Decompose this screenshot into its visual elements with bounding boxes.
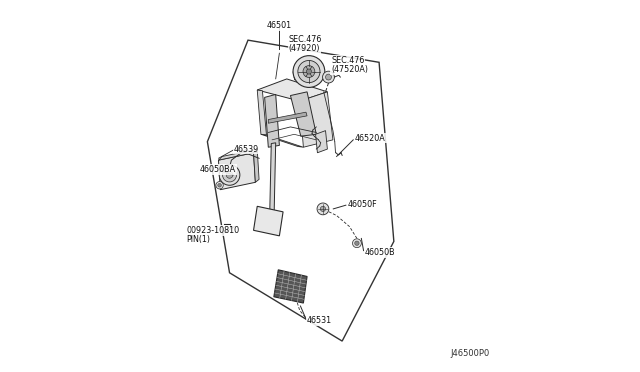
Polygon shape [257,90,266,135]
Circle shape [303,65,315,77]
Text: J46500P0: J46500P0 [451,349,490,358]
Text: (47520A): (47520A) [331,65,368,74]
Polygon shape [316,131,328,153]
Text: 46539: 46539 [233,145,259,154]
Polygon shape [274,270,307,303]
Text: (47920): (47920) [289,44,320,53]
Polygon shape [300,92,333,147]
Polygon shape [269,143,276,227]
Circle shape [220,164,240,185]
Polygon shape [253,206,283,236]
Circle shape [355,241,359,246]
Circle shape [226,171,233,178]
Text: 46050BA: 46050BA [200,165,236,174]
Text: SEC.476: SEC.476 [289,35,322,44]
Circle shape [216,182,223,189]
Polygon shape [253,149,259,182]
Polygon shape [218,149,257,160]
Text: 46531: 46531 [307,316,332,325]
Circle shape [317,203,329,215]
Text: 46501: 46501 [267,21,292,30]
Polygon shape [268,112,307,123]
Circle shape [293,56,324,87]
Circle shape [298,61,320,83]
Circle shape [223,168,237,182]
Circle shape [321,206,326,211]
Text: 46050B: 46050B [364,248,395,257]
Circle shape [218,183,221,187]
Text: SEC.476: SEC.476 [331,56,364,65]
Polygon shape [261,134,303,147]
Circle shape [326,74,332,80]
Text: 00923-10810: 00923-10810 [186,226,239,235]
Text: 46520A: 46520A [355,134,386,142]
Circle shape [323,71,334,83]
Polygon shape [257,79,328,101]
Circle shape [307,69,312,74]
Circle shape [353,239,362,248]
Text: PIN(1): PIN(1) [186,235,211,244]
Polygon shape [218,153,255,190]
Polygon shape [264,94,280,147]
Polygon shape [291,92,316,136]
Text: 46050F: 46050F [348,200,378,209]
